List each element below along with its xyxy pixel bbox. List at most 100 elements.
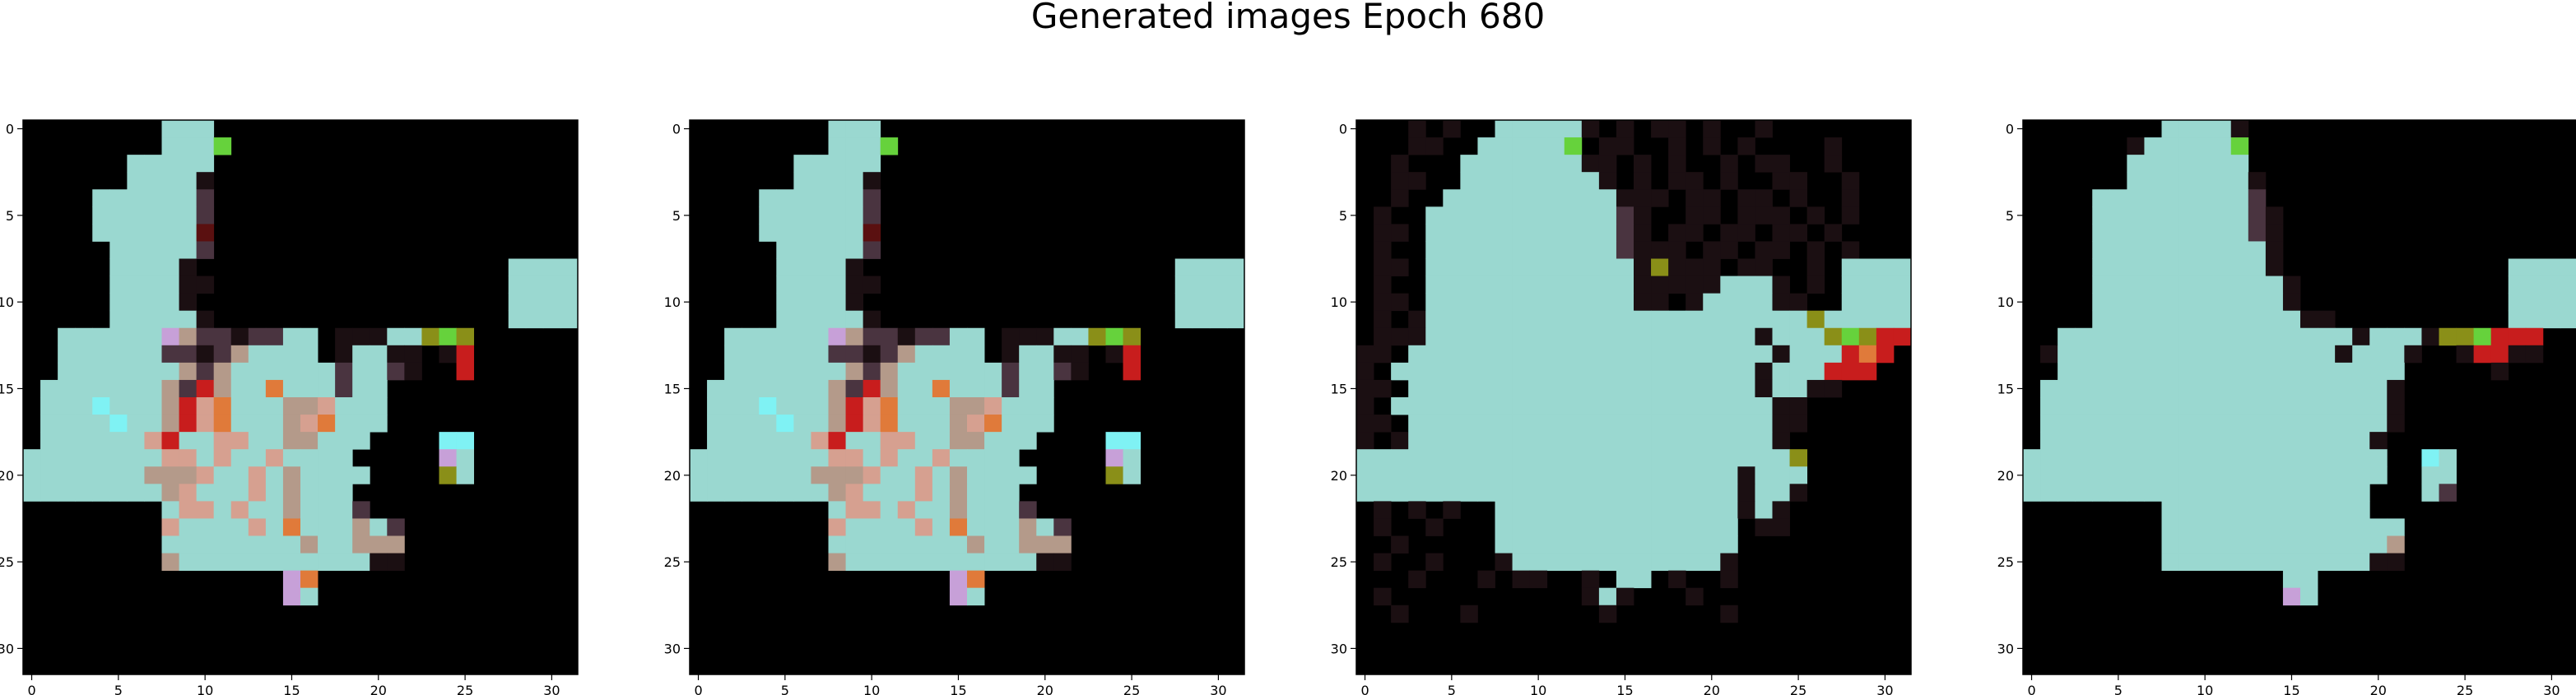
- image-pixel: [1634, 189, 1652, 207]
- image-pixel: [1408, 570, 1426, 589]
- image-pixel: [2335, 466, 2353, 484]
- image-pixel: [1002, 484, 1020, 502]
- image-pixel: [144, 415, 162, 433]
- image-pixel: [2109, 379, 2127, 398]
- image-pixel: [2248, 258, 2267, 276]
- image-pixel: [759, 432, 777, 450]
- image-pixel: [1651, 327, 1669, 346]
- image-pixel: [1789, 397, 1808, 415]
- image-pixel: [1443, 189, 1461, 207]
- image-pixel: [1374, 293, 1392, 312]
- image-pixel: [2178, 501, 2197, 519]
- image-pixel: [127, 415, 145, 433]
- image-pixel: [1598, 379, 1617, 398]
- image-pixel: [1581, 587, 1600, 606]
- image-pixel: [1668, 518, 1686, 536]
- image-pixel: [2092, 466, 2110, 484]
- image-pixel: [1755, 362, 1773, 381]
- image-pixel: [1564, 327, 1583, 346]
- image-pixel: [828, 293, 846, 312]
- image-pixel: [1598, 605, 1617, 623]
- image-pixel: [179, 258, 198, 276]
- image-pixel: [2248, 484, 2267, 502]
- image-pixel: [127, 484, 145, 502]
- image-pixel: [776, 484, 794, 502]
- image-pixel: [196, 137, 215, 155]
- image-pixel: [1651, 501, 1669, 519]
- image-pixel: [880, 345, 899, 364]
- image-pixel: [1772, 415, 1790, 433]
- image-pixel: [1668, 310, 1686, 329]
- image-pixel: [949, 518, 968, 536]
- image-pixel: [1564, 501, 1583, 519]
- image-pixel: [1477, 276, 1495, 294]
- image-pixel: [352, 415, 370, 433]
- image-pixel: [1564, 120, 1583, 138]
- image-pixel: [2300, 501, 2318, 519]
- image-pixel: [1789, 415, 1808, 433]
- image-pixel: [1720, 432, 1738, 450]
- image-pixel: [1105, 327, 1123, 346]
- image-pixel: [1460, 449, 1478, 467]
- image-pixel: [2213, 535, 2232, 554]
- image-pixel: [1737, 466, 1755, 484]
- image-pixel: [949, 553, 968, 572]
- image-pixel: [370, 553, 388, 572]
- image-pixel: [2178, 206, 2197, 225]
- image-pixel: [2300, 415, 2318, 433]
- image-pixel: [690, 466, 708, 484]
- image-pixel: [109, 293, 128, 312]
- image-pixel: [1616, 206, 1634, 225]
- image-pixel: [2352, 327, 2370, 346]
- image-pixel: [1425, 415, 1444, 433]
- image-pixel: [967, 501, 985, 519]
- image-pixel: [1720, 553, 1738, 572]
- image-pixel: [1529, 449, 1548, 467]
- image-pixel: [1824, 224, 1843, 242]
- image-pixel: [2230, 155, 2249, 173]
- image-pixel: [828, 172, 846, 190]
- image-pixel: [318, 553, 336, 572]
- image-pixel: [40, 484, 58, 502]
- image-pixel: [2213, 362, 2232, 381]
- image-pixel: [1512, 310, 1531, 329]
- image-pixel: [1841, 258, 1860, 276]
- image-pixel: [560, 258, 579, 276]
- image-pixel: [1616, 553, 1634, 572]
- image-pixel: [1686, 362, 1704, 381]
- image-pixel: [1598, 276, 1617, 294]
- image-pixel: [1893, 327, 1912, 346]
- image-pixel: [1598, 432, 1617, 450]
- image-pixel: [2282, 535, 2301, 554]
- image-pixel: [2352, 345, 2370, 364]
- image-pixel: [1634, 241, 1652, 259]
- image-pixel: [1425, 362, 1444, 381]
- x-tick-label: 10: [1530, 683, 1546, 695]
- image-pixel: [179, 362, 198, 381]
- image-pixel: [2282, 310, 2301, 329]
- image-pixel: [1356, 397, 1374, 415]
- image-pixel: [863, 449, 881, 467]
- image-pixel: [1634, 535, 1652, 554]
- image-pixel: [1564, 415, 1583, 433]
- image-pixel: [1460, 258, 1478, 276]
- image-pixel: [1703, 362, 1721, 381]
- image-pixel: [1841, 189, 1860, 207]
- image-pixel: [1651, 241, 1669, 259]
- image-pixel: [2456, 327, 2475, 346]
- image-pixel: [2369, 553, 2388, 572]
- image-pixel: [1686, 535, 1704, 554]
- image-pixel: [2456, 345, 2475, 364]
- image-pixel: [213, 553, 232, 572]
- image-pixel: [1824, 137, 1843, 155]
- image-pixel: [1002, 415, 1020, 433]
- image-pixel: [1495, 224, 1513, 242]
- image-pixel: [2213, 415, 2232, 433]
- image-pixel: [707, 449, 725, 467]
- image-pixel: [508, 276, 527, 294]
- image-pixel: [282, 379, 301, 398]
- image-pixel: [793, 327, 811, 346]
- image-pixel: [2265, 449, 2284, 467]
- image-pixel: [144, 189, 162, 207]
- image-pixel: [196, 172, 215, 190]
